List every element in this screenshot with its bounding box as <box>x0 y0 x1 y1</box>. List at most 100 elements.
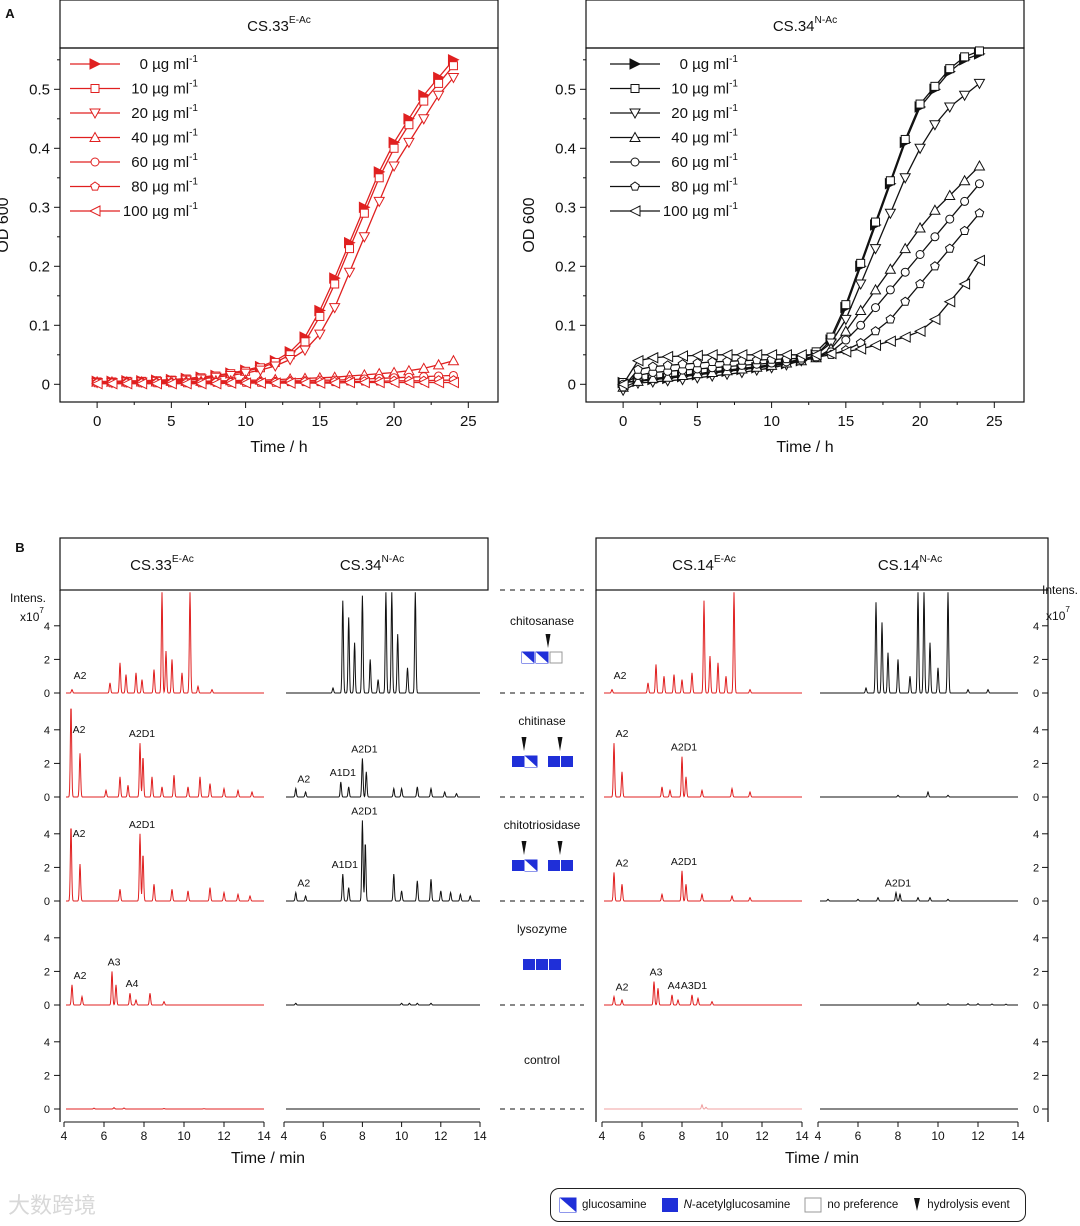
peak-label-A3: A3 <box>650 966 663 978</box>
growth-chart-0-point <box>328 303 341 314</box>
growth-chart-0-ytick-label: 0 <box>42 376 50 393</box>
growth-chart-0-point <box>300 337 310 347</box>
chromatogram-right-ytick-label: 0 <box>1033 1104 1039 1116</box>
growth-chart-1-legend-label: 100 µg ml-1 <box>663 201 739 220</box>
peak-label-A4: A4 <box>668 980 681 992</box>
growth-chart-1-point <box>780 348 792 361</box>
nacetylglucosamine-icon <box>523 959 535 970</box>
chromatogram-column-title-0: CS.33E-Ac <box>130 554 194 574</box>
chromatogram-right-ytick-label: 2 <box>1033 1070 1039 1082</box>
growth-chart-1-point <box>661 350 674 363</box>
chromatogram-trace-lysozyme-0 <box>66 971 264 1006</box>
growth-chart-1-legend-marker <box>629 131 641 142</box>
growth-chart-0-point <box>417 376 430 389</box>
growth-chart-0-title: CS.33E-Ac <box>247 15 311 35</box>
watermark: 大数跨境 <box>8 1194 97 1219</box>
growth-chart-1-point <box>929 204 941 215</box>
growth-chart-1-point <box>900 134 910 144</box>
growth-chart-0-point <box>299 345 311 357</box>
chromatogram-left-ytick-label: 0 <box>44 1104 50 1116</box>
growth-chart-1-point <box>915 99 925 109</box>
chromatogram-xtick-label-2: 4 <box>599 1129 606 1143</box>
growth-chart-1-ylabel: OD 600 <box>521 197 538 252</box>
legend-hydrolysis-label: hydrolysis event <box>927 1199 1010 1211</box>
chromatogram-left-ytick-label: 0 <box>44 792 50 804</box>
glucosamine-icon <box>521 651 535 664</box>
growth-chart-1-point <box>930 232 940 242</box>
growth-chart-0-legend-label: 20 µg ml-1 <box>131 103 198 122</box>
growth-chart-0-point <box>448 61 458 71</box>
chromatogram-trace-chitotriosidase-3 <box>820 890 1018 902</box>
chromatogram-trace-chitosanase-0 <box>66 592 264 694</box>
growth-chart-1-legend-marker <box>629 108 641 120</box>
growth-chart-0-legend-label: 10 µg ml-1 <box>131 79 198 98</box>
growth-chart-1-point <box>854 343 867 355</box>
chromatogram-left-ytick-label: 4 <box>44 829 50 841</box>
growth-chart-0-point <box>330 279 340 289</box>
growth-chart-1-point <box>854 304 867 316</box>
growth-chart-0-legend-marker <box>88 205 101 217</box>
chromatogram-right-ytick-label: 2 <box>1033 654 1039 666</box>
growth-chart-0-legend-marker <box>89 108 101 120</box>
chromatogram-right-ytick-label: 4 <box>1033 933 1039 945</box>
chromatogram-right-ytick-label: 0 <box>1033 896 1039 908</box>
growth-chart-0-point <box>447 376 459 389</box>
chromatogram-trace-chitotriosidase-1 <box>286 820 480 902</box>
growth-chart-1-ytick-label: 0.5 <box>555 81 576 98</box>
growth-chart-1-point <box>691 349 703 362</box>
peak-label-A1D1: A1D1 <box>332 859 358 871</box>
chromatogram-xtick-label-1: 4 <box>281 1129 288 1143</box>
growth-chart-0-ytick-label: 0.5 <box>29 81 50 98</box>
nacetylglucosamine-icon <box>549 959 561 970</box>
nacetylglucosamine-icon <box>512 860 524 871</box>
chromatogram-left-ytick-label: 4 <box>44 725 50 737</box>
nacetylglucosamine-icon <box>561 860 573 871</box>
growth-chart-1-point <box>974 179 984 189</box>
growth-chart-0-legend-label: 60 µg ml-1 <box>131 152 198 171</box>
growth-chart-0-ytick-label: 0.3 <box>29 199 50 216</box>
chromatogram-trace-control-2 <box>604 1103 802 1110</box>
peak-label-A2D1: A2D1 <box>671 742 697 754</box>
chromatogram-xtick-label-1: 14 <box>473 1129 487 1143</box>
chromatogram-column-title-2: CS.14E-Ac <box>672 554 736 574</box>
chromatogram-trace-chitotriosidase-2 <box>604 870 802 902</box>
growth-chart-1-point <box>930 81 940 91</box>
intens-unit-right: x107 <box>1046 605 1070 623</box>
growth-chart-1-frame <box>585 47 1025 403</box>
chromatogram-xtick-label-1: 8 <box>359 1129 366 1143</box>
chromatogram-title-box-1 <box>595 537 1049 591</box>
peak-label-A3: A3 <box>108 956 121 968</box>
growth-chart-1-legend-label: 60 µg ml-1 <box>671 152 738 171</box>
chromatogram-xtick-label-3: 10 <box>931 1129 945 1143</box>
growth-chart-0-point <box>447 354 460 366</box>
growth-chart-1-point <box>943 102 956 114</box>
growth-chart-0: 0 5 10 15 20 25 0 0.1 0.2 0.3 0.4 0.5 Time / h OD 600… <box>0 0 499 456</box>
legend-nacetyl-label: -acetylglucosamine <box>691 1199 791 1211</box>
growth-chart-1-point <box>839 314 852 326</box>
chromatogram-xtick-label-3: 12 <box>971 1129 985 1143</box>
growth-chart-0-point <box>269 377 281 389</box>
chromatogram-left-ytick-label: 2 <box>44 966 50 978</box>
growth-chart-0-point <box>343 376 356 389</box>
growth-chart-0-xtick-label: 25 <box>460 413 477 430</box>
growth-chart-1-xlabel: Time / h <box>776 439 833 456</box>
growth-chart-0-ytick-label: 0.4 <box>29 140 50 157</box>
growth-chart-1-legend-marker <box>629 58 642 70</box>
growth-chart-1-point <box>884 208 897 220</box>
growth-chart-0-point <box>373 376 385 389</box>
chromatogram-right-ytick-label: 2 <box>1033 966 1039 978</box>
growth-chart-1-point <box>647 361 658 371</box>
growth-chart-1-legend-label: 20 µg ml-1 <box>671 103 738 122</box>
growth-chart-0-legend-label: 40 µg ml-1 <box>131 128 198 147</box>
growth-chart-1-point <box>632 375 644 386</box>
growth-chart-1-point <box>871 303 881 313</box>
chromatogram-title-box-0 <box>59 537 489 591</box>
chromatogram-right-ytick-label: 4 <box>1033 725 1039 737</box>
peak-label-A2D1: A2D1 <box>671 856 697 868</box>
nacetylglucosamine-icon <box>548 860 560 871</box>
growth-chart-1-point <box>900 267 910 277</box>
growth-chart-1-xtick-label: 0 <box>619 413 627 430</box>
growth-chart-1-point <box>750 348 763 361</box>
growth-chart-1-point <box>706 348 718 361</box>
